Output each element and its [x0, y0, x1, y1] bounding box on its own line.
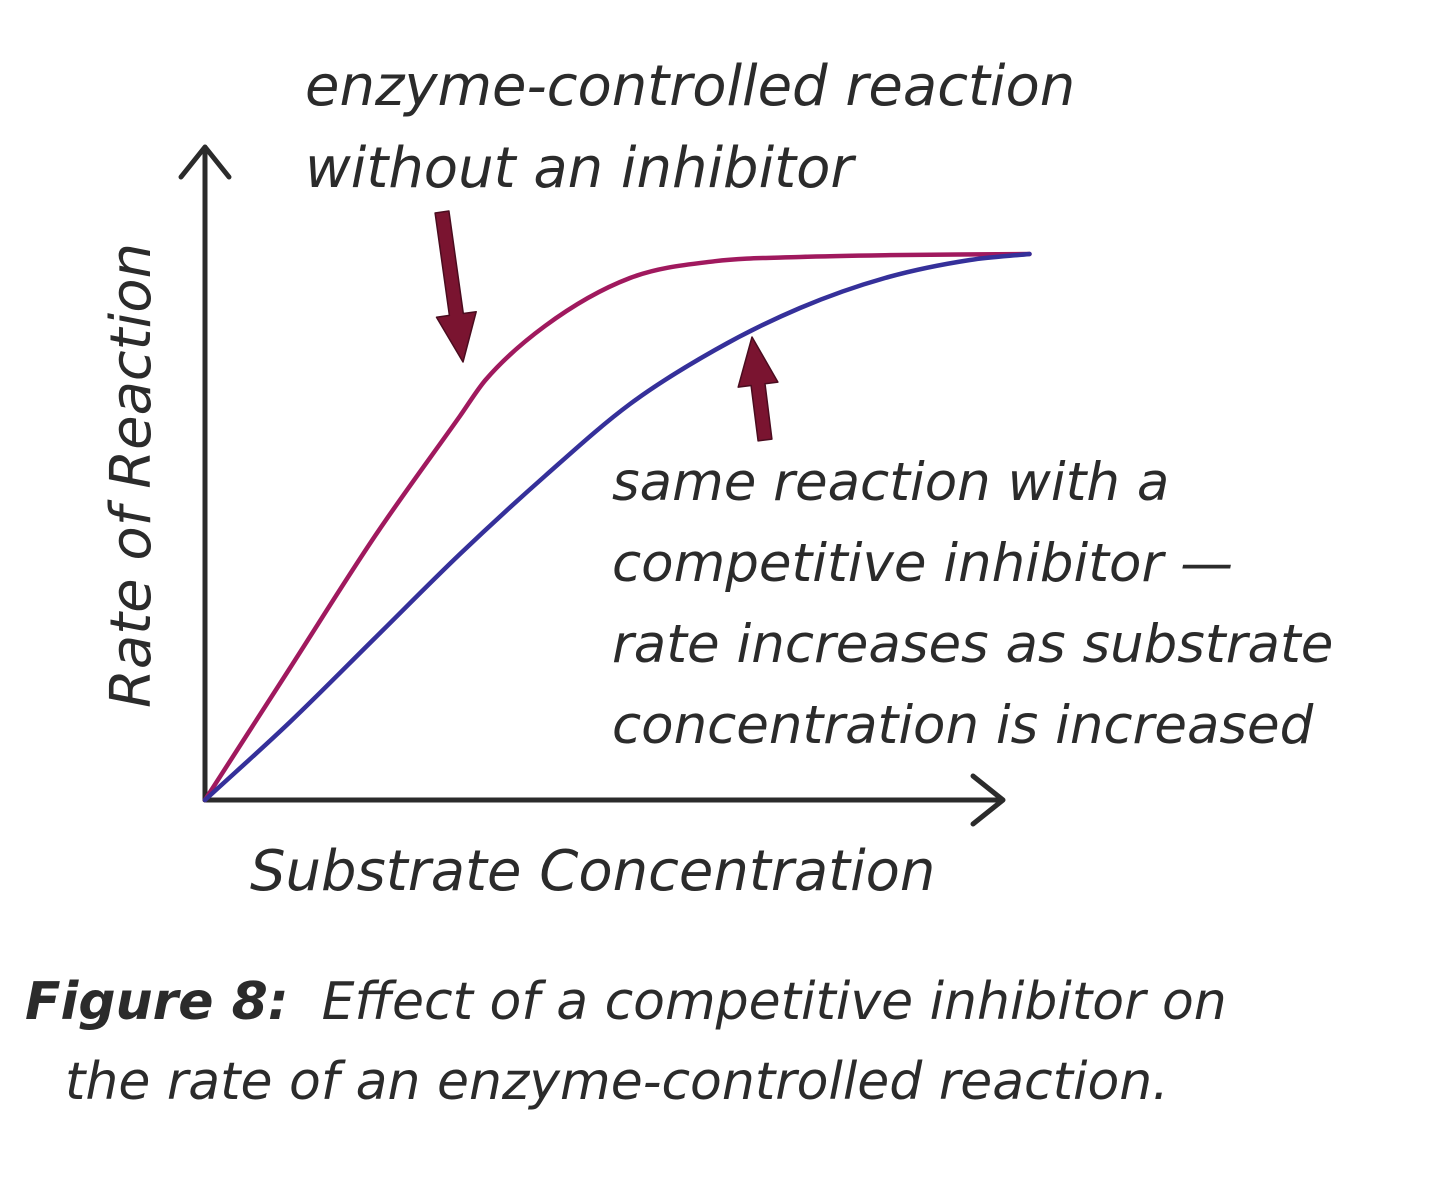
arrow-to-with-inhibitor	[737, 336, 779, 442]
caption-text-line1: Effect of a competitive inhibitor on	[321, 972, 1227, 1032]
caption-text-line2: the rate of an enzyme-controlled reactio…	[65, 1052, 1169, 1112]
caption-label: Figure 8:	[25, 972, 289, 1032]
annotation-arrows	[434, 210, 779, 442]
labels-layer: Substrate Concentration Rate of Reaction e…	[99, 54, 1333, 904]
x-axis-arrowhead	[970, 773, 1006, 827]
y-axis-label: Rate of Reaction	[99, 243, 164, 708]
annotation-without-inhibitor-line-1: enzyme-controlled reaction	[305, 54, 1075, 119]
figure-caption: Figure 8: Effect of a competitive inhibi…	[25, 962, 1425, 1122]
arrow-to-without-inhibitor	[434, 210, 477, 363]
y-axis-arrowhead	[178, 144, 232, 180]
annotation-with-inhibitor-line-2: competitive inhibitor —	[612, 533, 1233, 594]
annotation-without-inhibitor-line-2: without an inhibitor	[305, 136, 856, 201]
annotation-with-inhibitor-line-1: same reaction with a	[612, 452, 1169, 513]
x-axis-label: Substrate Concentration	[250, 839, 935, 904]
annotation-with-inhibitor-line-3: rate increases as substrate	[612, 614, 1333, 675]
axes	[178, 144, 1006, 827]
annotation-with-inhibitor-line-4: concentration is increased	[612, 695, 1314, 756]
curve-without-inhibitor	[202, 251, 1032, 803]
series-layer	[202, 251, 1032, 803]
curve-with-competitive-inhibitor	[202, 251, 1032, 803]
